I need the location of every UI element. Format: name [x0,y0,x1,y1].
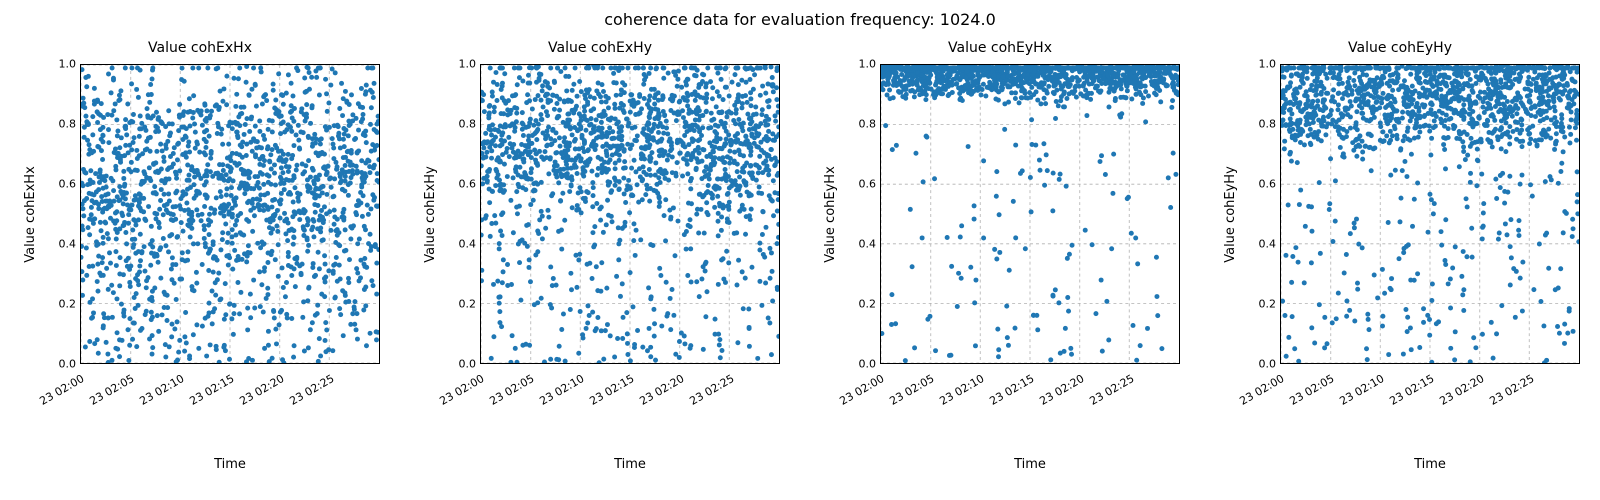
x-axis-label: Time [80,457,380,472]
y-tick-label: 0.8 [1240,118,1276,131]
x-tick-label: 23 02:05 [887,372,936,408]
y-tick-label: 0.6 [1240,178,1276,191]
x-tick-label: 23 02:00 [837,372,886,408]
x-tick-label: 23 02:05 [87,372,136,408]
y-ticks: 0.00.20.40.60.81.0 [1240,64,1276,364]
y-ticks: 0.00.20.40.60.81.0 [40,64,76,364]
x-ticks: 23 02:0023 02:0523 02:1023 02:1523 02:20… [1280,368,1580,448]
x-tick-label: 23 02:00 [1237,372,1286,408]
x-ticks: 23 02:0023 02:0523 02:1023 02:1523 02:20… [880,368,1180,448]
x-axis-label: Time [480,457,780,472]
y-tick-label: 0.2 [840,298,876,311]
y-tick-label: 1.0 [440,58,476,71]
y-tick-label: 0.4 [40,238,76,251]
x-tick-label: 23 02:00 [437,372,486,408]
y-axis-label: Value cohEyHy [1220,64,1240,364]
y-tick-label: 0.0 [40,358,76,371]
plot-area [880,64,1180,364]
x-tick-label: 23 02:05 [1287,372,1336,408]
figure-suptitle: coherence data for evaluation frequency:… [0,10,1600,29]
x-tick-label: 23 02:15 [1387,372,1436,408]
y-axis-label: Value cohExHx [20,64,40,364]
y-tick-label: 0.6 [40,178,76,191]
x-ticks: 23 02:0023 02:0523 02:1023 02:1523 02:20… [80,368,380,448]
y-tick-label: 0.6 [840,178,876,191]
x-tick-label: 23 02:25 [1087,372,1136,408]
y-ticks: 0.00.20.40.60.81.0 [440,64,476,364]
x-tick-label: 23 02:10 [537,372,586,408]
y-tick-label: 0.8 [40,118,76,131]
y-tick-label: 1.0 [840,58,876,71]
x-tick-label: 23 02:10 [1337,372,1386,408]
y-tick-label: 0.2 [40,298,76,311]
y-tick-label: 1.0 [40,58,76,71]
y-tick-label: 0.6 [440,178,476,191]
y-axis-label: Value cohEyHx [820,64,840,364]
y-tick-label: 0.8 [440,118,476,131]
panel-cohExHx: Value cohExHx Value cohExHx 0.0 0.2 0.4 0.6… [10,40,390,480]
subplot-title: Value cohEyHy [1210,40,1590,56]
y-tick-label: 0.2 [1240,298,1276,311]
x-tick-label: 23 02:10 [137,372,186,408]
y-tick-label: 1.0 [1240,58,1276,71]
x-tick-label: 23 02:20 [1037,372,1086,408]
y-tick-label: 0.2 [440,298,476,311]
y-ticks: 0.00.20.40.60.81.0 [840,64,876,364]
x-tick-label: 23 02:20 [637,372,686,408]
x-axis-label: Time [880,457,1180,472]
x-tick-label: 23 02:15 [987,372,1036,408]
plot-area [80,64,380,364]
subplot-title: Value cohExHx [10,40,390,56]
plot-area [1280,64,1580,364]
x-tick-label: 23 02:15 [587,372,636,408]
x-tick-label: 23 02:10 [937,372,986,408]
x-tick-label: 23 02:00 [37,372,86,408]
panel-cohEyHx: Value cohEyHx Value cohEyHx 0.0 0.2 0.4 0.6… [810,40,1190,480]
x-tick-label: 23 02:25 [1487,372,1536,408]
subplot-title: Value cohExHy [410,40,790,56]
panel-cohEyHy: Value cohEyHy Value cohEyHy 0.0 0.2 0.4 0.6… [1210,40,1590,480]
panels-row: Value cohExHx Value cohExHx 0.0 0.2 0.4 0.6… [0,40,1600,480]
x-tick-label: 23 02:25 [687,372,736,408]
subplot-title: Value cohEyHx [810,40,1190,56]
x-tick-label: 23 02:25 [287,372,336,408]
x-axis-label: Time [1280,457,1580,472]
y-tick-label: 0.0 [1240,358,1276,371]
x-tick-label: 23 02:20 [237,372,286,408]
panel-cohExHy: Value cohExHy Value cohExHy 0.0 0.2 0.4 0.6… [410,40,790,480]
y-tick-label: 0.4 [440,238,476,251]
y-tick-label: 0.4 [1240,238,1276,251]
x-tick-label: 23 02:20 [1437,372,1486,408]
y-tick-label: 0.0 [440,358,476,371]
x-tick-label: 23 02:15 [187,372,236,408]
figure: coherence data for evaluation frequency:… [0,0,1600,500]
y-tick-label: 0.4 [840,238,876,251]
x-tick-label: 23 02:05 [487,372,536,408]
plot-area [480,64,780,364]
y-axis-label: Value cohExHy [420,64,440,364]
x-ticks: 23 02:0023 02:0523 02:1023 02:1523 02:20… [480,368,780,448]
y-tick-label: 0.0 [840,358,876,371]
y-tick-label: 0.8 [840,118,876,131]
